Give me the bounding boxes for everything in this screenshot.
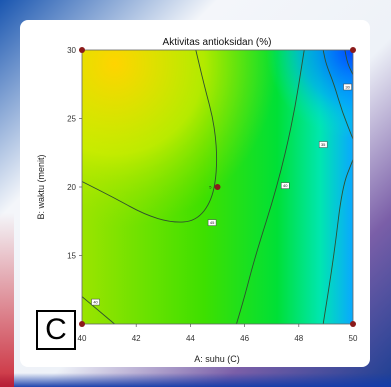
contour-label-box-40 [281, 182, 290, 189]
x-tick-label: 50 [349, 334, 358, 343]
contour-label-35: 35 [321, 142, 326, 147]
contour-line-40 [236, 50, 305, 324]
y-tick-label: 25 [67, 115, 76, 124]
center-point-count: 5 [209, 185, 212, 190]
design-point [350, 47, 356, 53]
design-points: 5 [79, 47, 356, 327]
contour-label-box-45 [207, 219, 217, 226]
x-axis: 40 42 44 46 48 50 [78, 324, 358, 343]
chart-title: Aktivitas antioksidan (%) [163, 37, 272, 48]
contour-line-40 [322, 159, 353, 324]
contour-label-40: 40 [93, 299, 98, 304]
contour-label-40: 40 [283, 183, 288, 188]
contour-label-box-40 [91, 298, 100, 306]
contour-line-35 [322, 50, 353, 140]
panel-label: C [36, 310, 76, 350]
y-tick-label: 15 [67, 252, 76, 261]
contour-labels: 45 40 35 30 40 [91, 83, 352, 306]
x-tick-label: 44 [186, 334, 195, 343]
contour-label-45: 45 [210, 220, 215, 225]
contour-line-45 [82, 50, 218, 223]
x-axis-label: A: suhu (C) [194, 354, 240, 364]
design-point [350, 321, 356, 327]
y-tick-label: 20 [67, 183, 76, 192]
contour-lines [82, 50, 353, 324]
x-tick-label: 46 [240, 334, 249, 343]
x-tick-label: 42 [132, 334, 141, 343]
contour-label-box-35 [318, 141, 328, 148]
y-axis-label: B: waktu (menit) [36, 154, 46, 219]
design-point [214, 184, 221, 190]
contour-label-box-30 [343, 83, 352, 91]
x-tick-label: 48 [294, 334, 303, 343]
contour-line-40 [82, 296, 115, 324]
y-axis: 15 20 25 30 [67, 46, 82, 261]
x-tick-label: 40 [78, 334, 87, 343]
y-tick-label: 30 [67, 46, 76, 55]
contour-label-30: 30 [345, 84, 350, 89]
design-point [79, 47, 85, 53]
design-point [79, 321, 85, 327]
